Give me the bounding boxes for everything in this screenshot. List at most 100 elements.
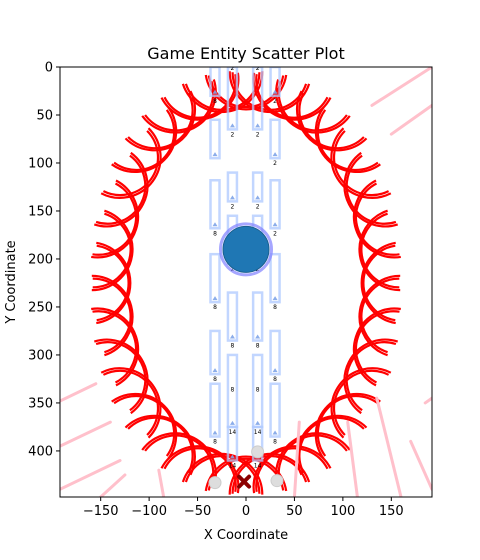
arc-series xyxy=(91,71,401,495)
column-marker xyxy=(229,195,235,200)
column-mark xyxy=(269,252,281,304)
column-marker xyxy=(212,430,218,435)
arc-mark xyxy=(316,109,379,171)
arc-mark xyxy=(330,127,392,199)
column-mark xyxy=(269,382,281,438)
column-marker xyxy=(229,454,235,459)
arc-mark xyxy=(100,367,162,439)
y-tick-label: 100 xyxy=(28,156,53,171)
arc-mark xyxy=(96,244,130,322)
arc-mark xyxy=(91,274,134,357)
arc-mark xyxy=(111,392,178,460)
arc-mark xyxy=(91,179,140,259)
column-label: 8 xyxy=(213,304,217,311)
column-label: 14 xyxy=(229,429,237,436)
column-marker xyxy=(229,420,235,425)
column-label: 8 xyxy=(256,387,260,394)
arc-mark xyxy=(113,109,176,171)
column-label: 8 xyxy=(273,304,277,311)
pink-line-mark xyxy=(375,396,403,497)
player-series xyxy=(219,222,273,489)
ghost-series xyxy=(208,445,284,490)
column-marker xyxy=(255,123,261,128)
column-label: 2 xyxy=(231,203,235,210)
pink-line-mark xyxy=(370,67,432,107)
y-axis-ticks: 0 50 100 150 200 250 300 350 400 xyxy=(28,61,60,459)
column-marker xyxy=(255,420,261,425)
column-label: 14 xyxy=(254,463,262,470)
column-marker xyxy=(212,89,218,94)
column-mark xyxy=(251,291,264,342)
column-mark xyxy=(209,329,221,376)
ghost-circle xyxy=(270,474,284,488)
arc-mark xyxy=(332,369,390,436)
player-point xyxy=(222,225,270,273)
arc-mark xyxy=(92,182,138,256)
column-marker xyxy=(272,89,278,94)
column-marker xyxy=(212,152,218,157)
arc-mark xyxy=(102,130,160,197)
ghost-circle xyxy=(251,445,265,459)
pink-line-mark xyxy=(292,420,301,497)
column-mark xyxy=(269,329,281,376)
arc-mark xyxy=(255,447,329,492)
column-marker xyxy=(212,368,218,373)
column-marker xyxy=(212,296,218,301)
column-label: 8 xyxy=(273,439,277,446)
column-mark xyxy=(251,67,264,131)
pink-line-mark xyxy=(99,473,127,497)
arc-mark xyxy=(127,416,194,474)
column-label: 2 xyxy=(273,230,277,237)
arc-mark xyxy=(102,369,160,436)
column-marker xyxy=(255,334,261,339)
column-mark xyxy=(226,171,239,203)
arc-mark xyxy=(96,241,132,325)
column-label: 8 xyxy=(213,376,217,383)
pink-line-mark xyxy=(409,439,432,491)
pink-line-mark xyxy=(423,396,432,405)
column-mark xyxy=(251,171,264,203)
column-mark xyxy=(251,425,264,462)
arc-mark xyxy=(95,154,147,225)
column-label: 2 xyxy=(231,131,235,138)
column-label: 2 xyxy=(256,203,260,210)
y-tick-label: 50 xyxy=(36,108,53,123)
y-axis-label: Y Coordinate xyxy=(4,240,19,324)
arc-mark xyxy=(298,416,365,474)
column-mark xyxy=(269,118,281,160)
pink-line-mark xyxy=(60,459,122,491)
column-label: 8 xyxy=(213,230,217,237)
arc-mark xyxy=(91,307,140,387)
y-tick-label: 250 xyxy=(28,300,53,315)
pink-line-mark xyxy=(157,468,166,497)
arc-mark xyxy=(345,154,397,225)
arc-mark xyxy=(362,244,396,322)
column-label: 8 xyxy=(273,376,277,383)
arc-mark xyxy=(91,209,134,292)
column-label: 8 xyxy=(231,343,235,350)
x-tick-label: 0 xyxy=(242,504,250,519)
column-mark xyxy=(269,179,281,230)
arc-mark xyxy=(95,341,147,412)
y-tick-label: 150 xyxy=(28,204,53,219)
arc-mark xyxy=(358,274,401,357)
arc-mark xyxy=(345,341,397,412)
arc-mark xyxy=(93,151,149,228)
column-marker xyxy=(229,123,235,128)
chart-title: Game Entity Scatter Plot xyxy=(147,44,344,63)
x-axis-ticks: −150 −100 −50 0 50 100 150 xyxy=(83,497,404,519)
x-tick-label: 50 xyxy=(286,504,303,519)
y-tick-label: 0 xyxy=(45,61,53,76)
pink-line-mark xyxy=(346,420,359,497)
ghost-circle xyxy=(208,476,222,490)
arc-mark xyxy=(332,130,390,197)
x-tick-label: −50 xyxy=(184,504,211,519)
arc-mark xyxy=(92,212,132,289)
column-marker xyxy=(272,222,278,227)
column-marker xyxy=(272,296,278,301)
column-marker xyxy=(212,222,218,227)
x-marker xyxy=(237,474,252,489)
arc-mark xyxy=(296,414,368,476)
arc-mark xyxy=(92,277,132,354)
y-tick-label: 300 xyxy=(28,348,53,363)
